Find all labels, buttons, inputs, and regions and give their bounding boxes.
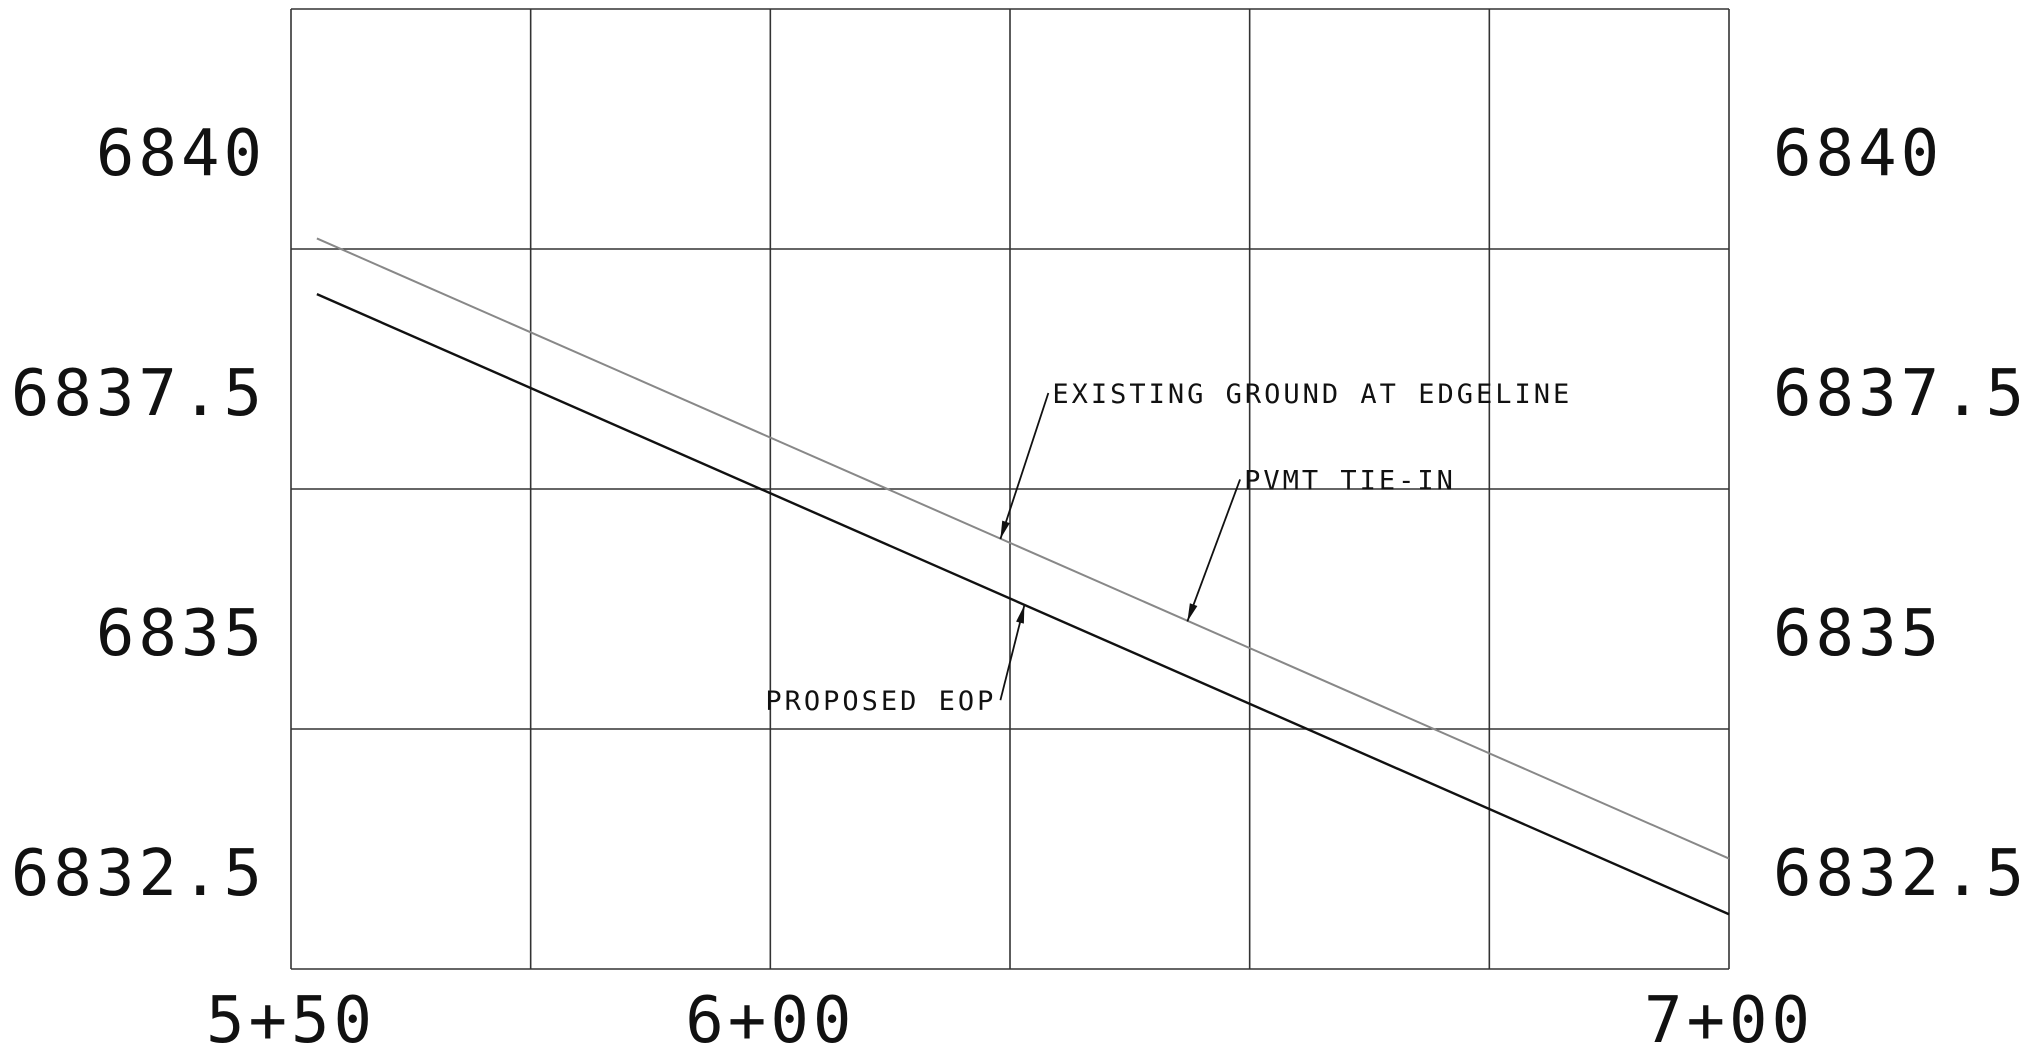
y-tick-label-right-3: 6832.5 xyxy=(1773,837,2028,911)
annotation-label-1: PVMT TIE-IN xyxy=(1244,465,1456,496)
grid xyxy=(290,8,1730,970)
y-tick-label-right-1: 6837.5 xyxy=(1773,357,2028,431)
y-axis-left-labels: 6840 6837.5 6835 6832.5 xyxy=(11,117,266,911)
annotation-arrowhead-1 xyxy=(1187,603,1198,622)
x-tick-label-0: 5+50 xyxy=(206,984,376,1049)
y-tick-label-left-2: 6835 xyxy=(96,597,266,671)
annotation-label-2: PROPOSED EOP xyxy=(765,686,996,717)
y-tick-label-left-0: 6840 xyxy=(96,117,266,191)
y-tick-label-left-3: 6832.5 xyxy=(11,837,266,911)
y-tick-label-right-0: 6840 xyxy=(1773,117,1943,191)
annotation-leader-1 xyxy=(1186,479,1241,622)
annotation-arrowhead-2 xyxy=(1016,605,1025,624)
x-tick-label-2: 7+00 xyxy=(1644,984,1814,1049)
x-tick-label-1: 6+00 xyxy=(685,984,855,1049)
y-tick-label-left-1: 6837.5 xyxy=(11,357,266,431)
series-line-0 xyxy=(316,237,1730,860)
y-axis-right-labels: 6840 6837.5 6835 6832.5 xyxy=(1773,117,2028,911)
annotation-label-0: EXISTING GROUND AT EDGELINE xyxy=(1052,379,1572,410)
x-axis-labels: 5+50 6+00 7+00 xyxy=(206,984,1814,1049)
series-line-1 xyxy=(316,293,1730,916)
annotations: EXISTING GROUND AT EDGELINE PVMT TIE-IN PR… xyxy=(765,379,1572,717)
annotation-leader-0 xyxy=(999,392,1050,540)
series-lines xyxy=(316,237,1730,916)
y-tick-label-right-2: 6835 xyxy=(1773,597,1943,671)
annotation-arrowhead-0 xyxy=(1000,520,1010,539)
